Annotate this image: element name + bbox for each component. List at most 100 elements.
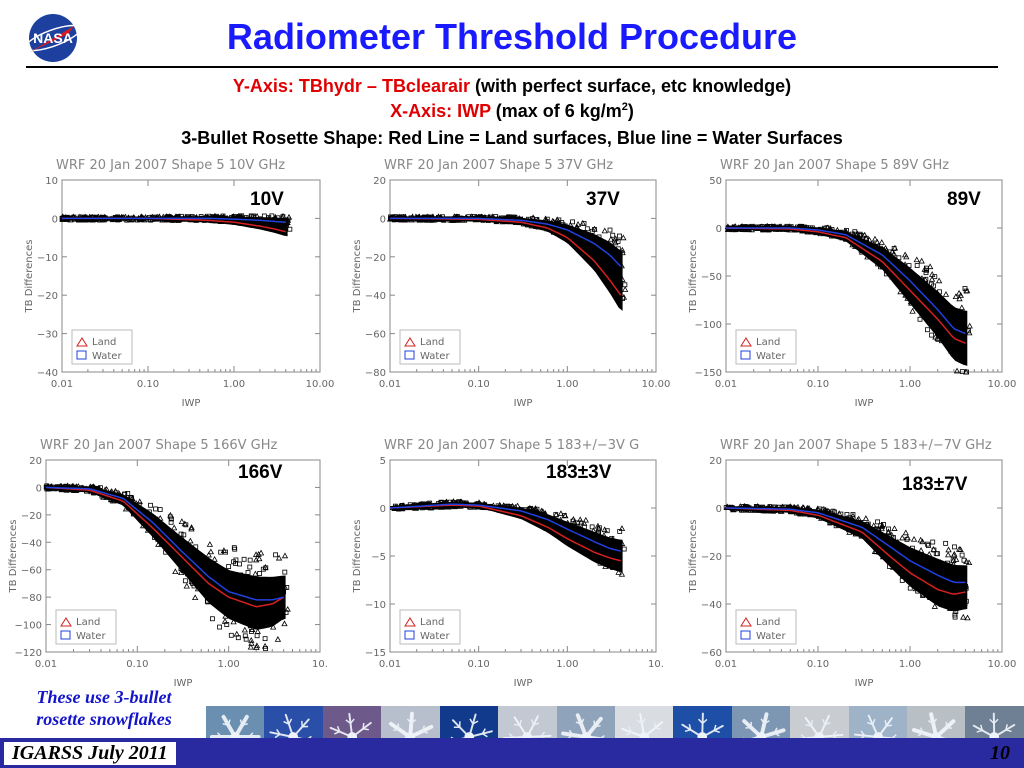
legend-label-water: Water: [756, 631, 786, 642]
snowflake-branch: [567, 734, 573, 740]
y-tick-label: −50: [701, 272, 722, 283]
frequency-tag: 183±3V: [546, 462, 612, 483]
scatter-point: [257, 571, 262, 576]
scatter-point: [620, 234, 627, 241]
scatter-point: [953, 367, 961, 374]
yaxis-note: (with perfect surface, etc knowledge): [470, 76, 792, 96]
scatter-point: [242, 633, 248, 639]
scatter-point: [960, 613, 967, 620]
scatter-point: [904, 536, 910, 542]
x-tick-label: 0.01: [715, 379, 737, 390]
snowflake-branch: [362, 728, 369, 731]
snowflake-branch: [222, 723, 229, 726]
snowflake-branch: [810, 720, 814, 727]
snowflake-branch: [763, 720, 770, 725]
legend-label-water: Water: [92, 351, 122, 362]
frequency-tag: 10V: [250, 189, 284, 210]
snowflake-branch: [275, 733, 281, 739]
snowflake-branch: [702, 718, 708, 724]
scatter-point: [913, 256, 920, 263]
snowflake-branch: [519, 719, 522, 726]
y-axis-label: TB Differences: [352, 240, 363, 314]
scatter-point: [172, 568, 179, 575]
xaxis-note-close: ): [627, 101, 634, 121]
frequency-tag: 166V: [238, 462, 283, 483]
snowflake-branch: [508, 733, 515, 739]
x-tick-label: 0.10: [137, 379, 159, 390]
scatter-point: [256, 555, 263, 562]
scatter-point: [589, 524, 595, 530]
water-line: [390, 217, 622, 267]
y-tick-label: 20: [29, 456, 42, 467]
water-legend-icon: [740, 350, 751, 360]
frequency-tag: 37V: [586, 189, 620, 210]
snowflake-branch: [575, 721, 582, 725]
scatter-point: [935, 551, 940, 557]
scatter-point: [878, 523, 884, 529]
snowflake-branch: [248, 732, 254, 738]
scatter-point: [191, 594, 199, 601]
legend-box: [399, 329, 461, 365]
y-tick-label: −20: [365, 253, 386, 264]
scatter-point: [919, 538, 926, 545]
x-tick-label: 10.: [312, 659, 328, 670]
scatter-point: [612, 235, 619, 242]
scatter-point: [926, 543, 931, 548]
scatter-point: [188, 525, 195, 532]
scatter-point: [183, 582, 190, 589]
scatter-point: [944, 551, 952, 558]
snowflake-branch: [885, 724, 892, 727]
scatter-point: [914, 263, 920, 268]
rosette-description: 3-Bullet Rosette Shape: Red Line = Land …: [181, 128, 843, 148]
x-tick-label: 1.00: [899, 659, 921, 670]
chart-89v: WRF 20 Jan 2007 Shape 5 89V GHz 50 0 −50 −10…: [688, 158, 1016, 409]
scatter-point: [571, 518, 578, 525]
scatter-point: [612, 238, 617, 244]
yaxis-description: Y-Axis: TBhydr – TBclearair (with perfec…: [0, 76, 1024, 97]
caption-line-2: rosette snowflakes: [36, 709, 172, 729]
scatter-point: [874, 238, 881, 245]
chart-166v: WRF 20 Jan 2007 Shape 5 166V GHz 20 0 −20 −4…: [8, 438, 328, 689]
snowflake-branch: [241, 723, 248, 726]
scatter-point: [875, 519, 880, 525]
scatter-point: [263, 646, 268, 652]
scatter-point: [224, 622, 230, 627]
chart-183-3v: WRF 20 Jan 2007 Shape 5 183+/−3V G 5 0 −5 −1…: [352, 438, 664, 689]
scatter-point: [247, 557, 253, 563]
x-tick-label: 0.10: [807, 659, 829, 670]
scatter-point: [576, 516, 584, 523]
x-tick-label: 0.10: [468, 659, 490, 670]
scatter-point: [125, 491, 131, 496]
scatter-point: [182, 578, 188, 584]
x-tick-label: 1.00: [556, 659, 578, 670]
legend-label-land: Land: [420, 337, 444, 348]
snowflake-branch: [824, 721, 831, 726]
snowflake-branch: [860, 730, 865, 737]
snowflake-caption: These use 3-bullet rosette snowflakes: [2, 686, 206, 730]
scatter-point: [878, 525, 885, 532]
y-tick-label: −120: [15, 648, 42, 659]
snowflake-branch: [805, 724, 812, 727]
snowflake-branch: [932, 718, 938, 725]
scatter-point: [618, 525, 626, 531]
snowflake-branch: [890, 734, 897, 739]
legend-box: [735, 609, 797, 645]
scatter-point: [270, 623, 277, 630]
scatter-point: [254, 633, 260, 639]
x-tick-label: 0.10: [126, 659, 148, 670]
snowflake-branch: [349, 718, 355, 724]
chart-title: WRF 20 Jan 2007 Shape 5 166V GHz: [40, 438, 277, 453]
y-tick-label: 20: [709, 456, 722, 467]
scatter-point: [136, 498, 143, 505]
scatter-point: [274, 636, 282, 642]
y-axis-label: TB Differences: [8, 520, 19, 594]
scatter-point: [153, 506, 158, 512]
y-tick-label: 50: [709, 176, 722, 187]
y-tick-label: −10: [37, 253, 58, 264]
legend-box: [55, 609, 117, 645]
scatter-point: [878, 239, 885, 245]
snowflake-branch: [871, 718, 876, 725]
scatter-point: [909, 307, 916, 314]
nasa-logo: NASA: [24, 14, 82, 62]
scatter-point: [287, 226, 293, 232]
